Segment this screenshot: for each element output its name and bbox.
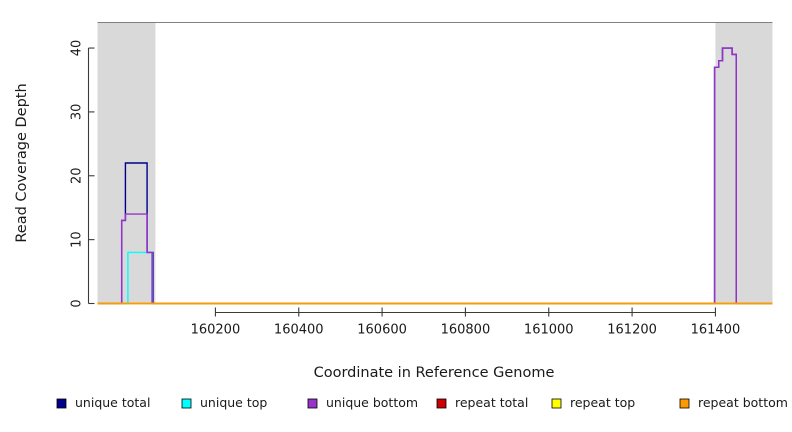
y-axis-title: Read Coverage Depth: [14, 83, 30, 242]
legend-label: repeat total: [455, 395, 528, 410]
legend-swatch: [307, 398, 318, 409]
legend-item-repeat-top: repeat top: [551, 395, 635, 410]
legend-label: unique top: [200, 395, 267, 410]
data-series-layer: [97, 47, 773, 305]
repeat-region-right: [715, 22, 773, 304]
series-unique-top: [97, 251, 773, 305]
legend-item-unique-total: unique total: [56, 395, 150, 410]
x-tick-label: 161400: [691, 323, 741, 338]
axes-layer: [87, 47, 716, 317]
legend-label: unique bottom: [326, 395, 418, 410]
x-tick-label: 161000: [524, 323, 574, 338]
x-tick-label: 160200: [191, 323, 241, 338]
series-unique-total: [97, 47, 773, 305]
legend-item-unique-bottom: unique bottom: [307, 395, 418, 410]
x-axis-title: Coordinate in Reference Genome: [314, 365, 555, 381]
legend-item-repeat-bottom: repeat bottom: [679, 395, 788, 410]
legend-item-unique-top: unique top: [181, 395, 267, 410]
legend-label: repeat bottom: [698, 395, 788, 410]
legend-swatch: [551, 398, 562, 409]
legend-label: unique total: [75, 395, 150, 410]
legend-swatch: [56, 398, 67, 409]
legend-swatch: [436, 398, 447, 409]
legend-item-repeat-total: repeat total: [436, 395, 528, 410]
x-tick-label: 160400: [274, 323, 324, 338]
legend-swatch: [181, 398, 192, 409]
x-tick-label: 160600: [357, 323, 407, 338]
y-tick-label: 20: [70, 167, 85, 184]
y-tick-label: 10: [70, 231, 85, 248]
x-tick-label: 161200: [607, 323, 657, 338]
tick-labels-layer: 0 10 20 30 40 160200 160400 160600 160800 161000 1…: [70, 40, 741, 338]
shaded-regions-layer: [97, 22, 773, 304]
y-tick-label: 0: [70, 299, 85, 307]
chart-legend: unique total unique top unique bottom repea…: [56, 395, 788, 410]
x-tick-label: 160800: [441, 323, 491, 338]
y-tick-label: 40: [70, 40, 85, 57]
legend-swatch: [679, 398, 690, 409]
legend-label: repeat top: [570, 395, 635, 410]
series-unique-bottom: [97, 47, 773, 305]
y-tick-label: 30: [70, 104, 85, 121]
